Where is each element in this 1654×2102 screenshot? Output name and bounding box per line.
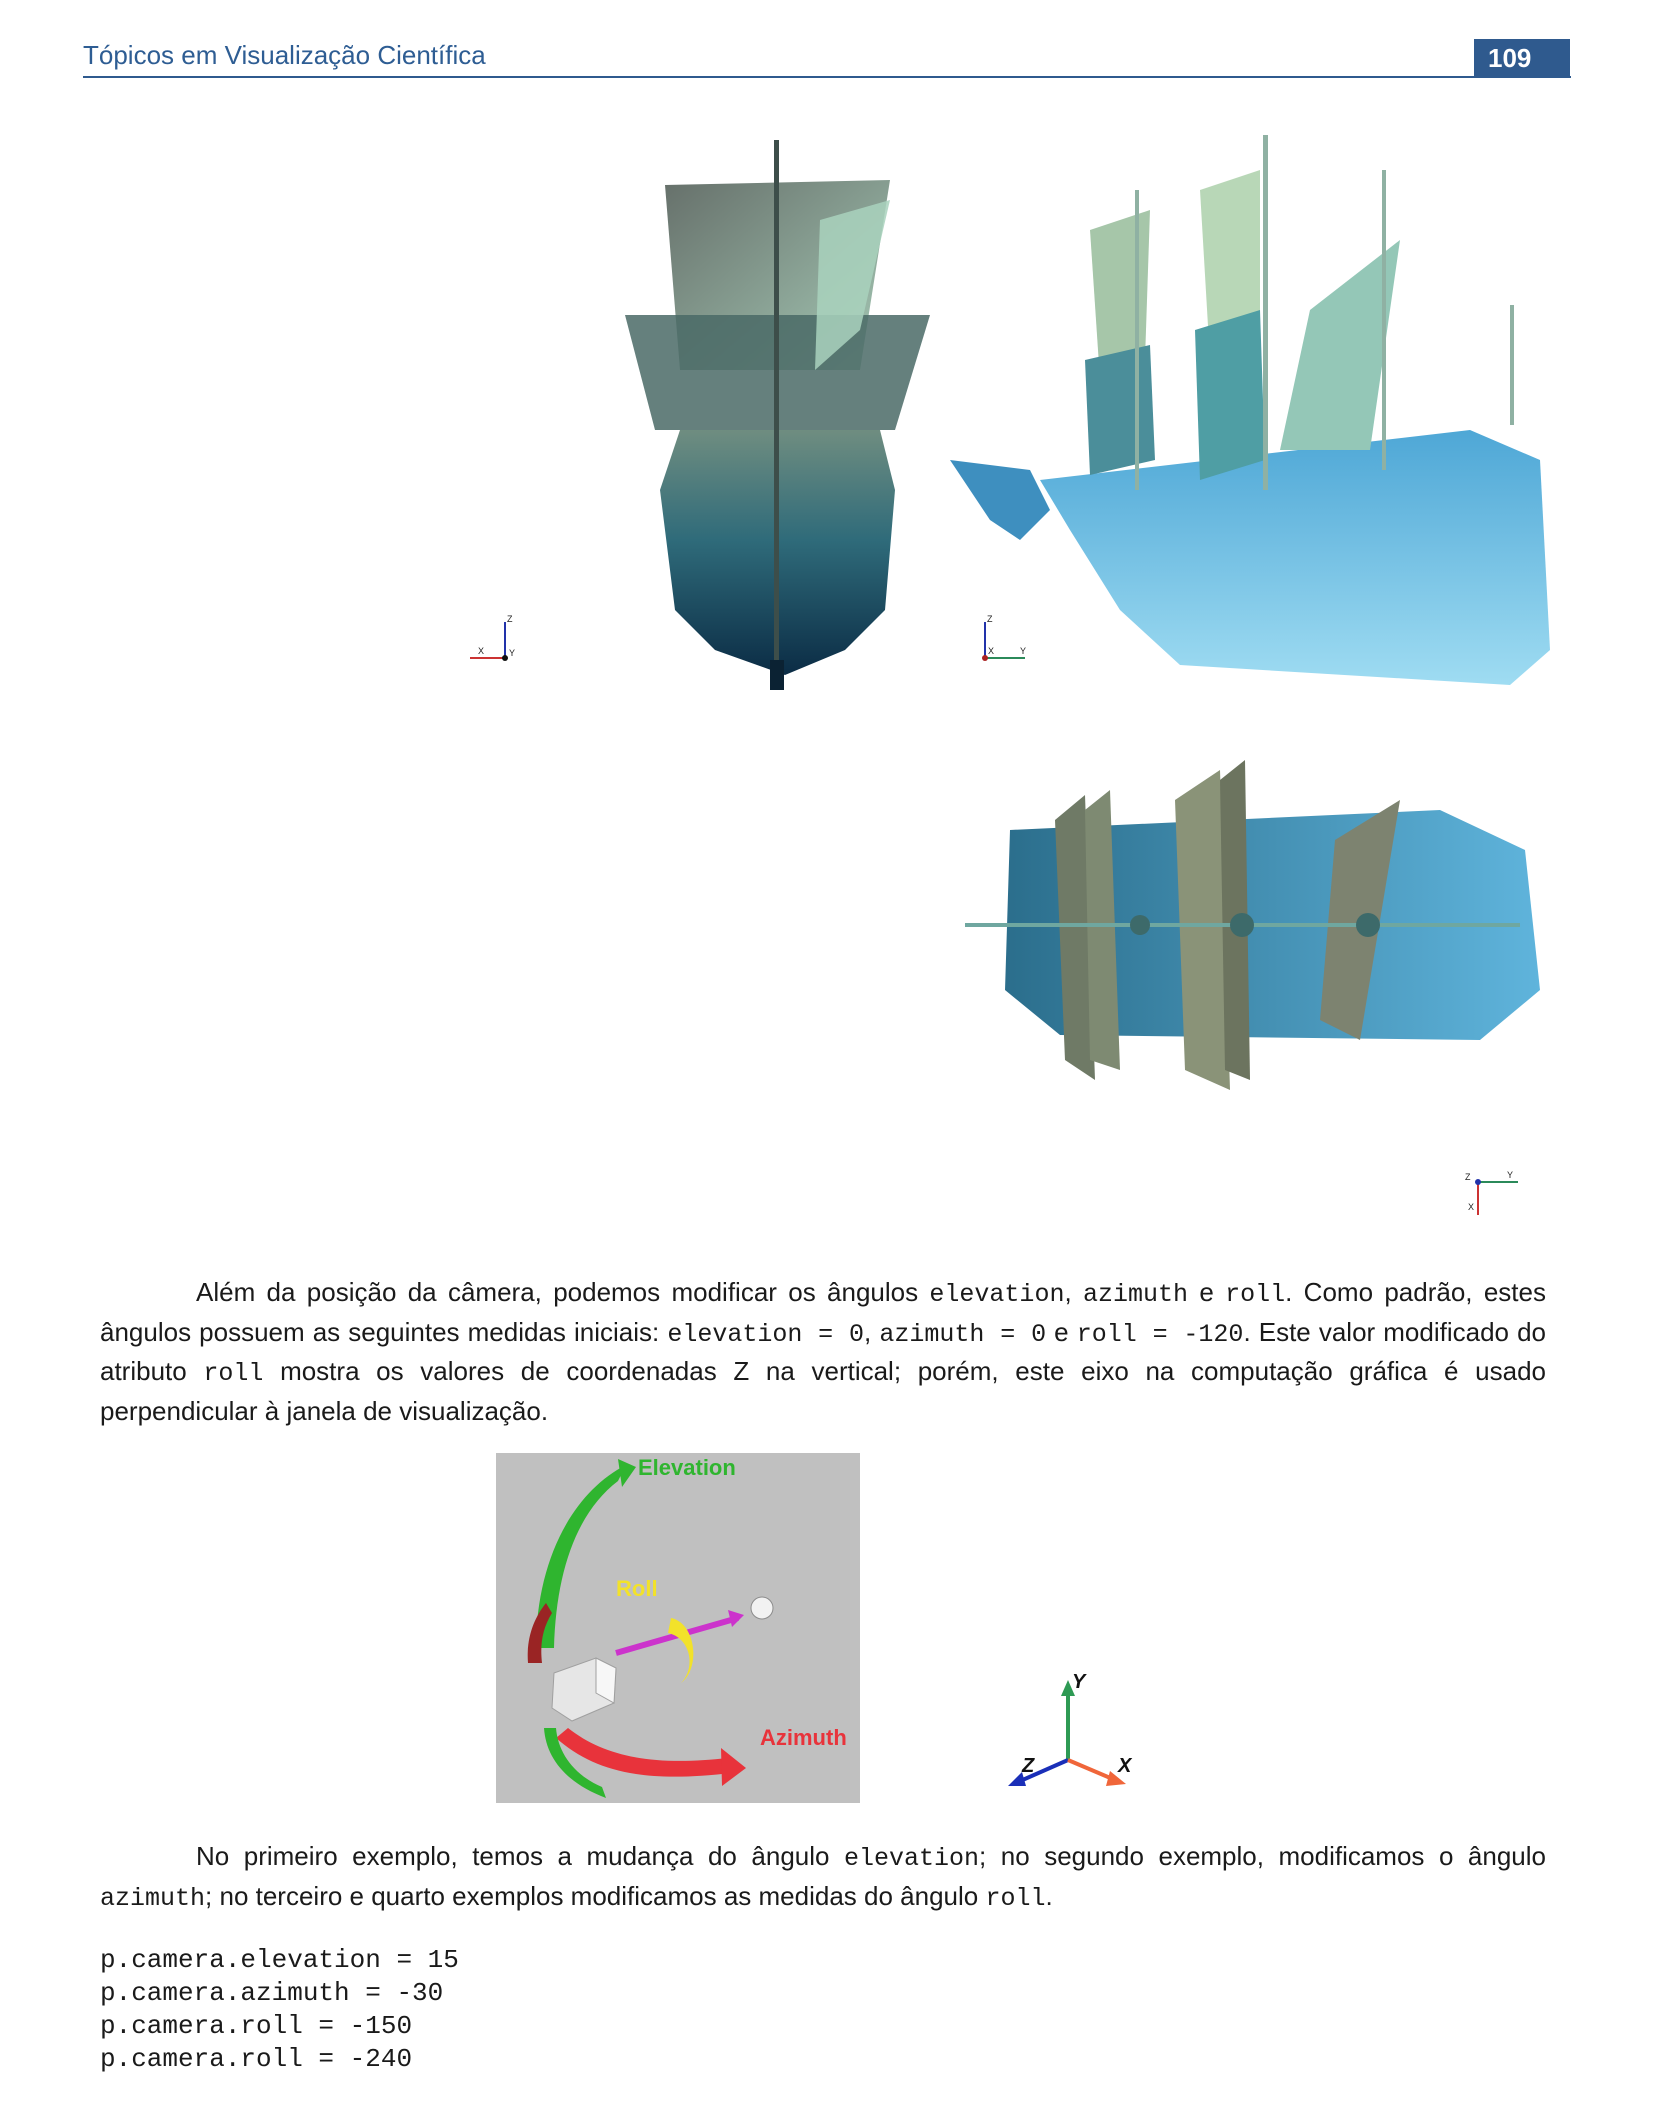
text-run: Além da posição da câmera, podemos modif… <box>196 1277 930 1307</box>
roll-arrow <box>668 1618 694 1683</box>
elevation-label: Elevation <box>638 1455 736 1480</box>
paragraph-examples: No primeiro exemplo, temos a mudança do … <box>100 1838 1546 1917</box>
text-run: . Como padrão, estes ângulos possuem as … <box>100 1277 1546 1347</box>
ship-top-view <box>965 760 1540 1090</box>
ship-side-view <box>950 135 1550 685</box>
paragraph-camera-angles: Além da posição da câmera, podemos modif… <box>100 1274 1546 1430</box>
elevation-lower-arc <box>544 1728 606 1798</box>
inline-code: azimuth = 0 <box>879 1319 1047 1349</box>
azimuth-back-arc <box>527 1603 552 1663</box>
inline-code: elevation = 0 <box>667 1319 865 1349</box>
axes-gizmo-top: Z Y X <box>1465 1170 1518 1215</box>
inline-code: roll <box>985 1883 1046 1913</box>
text-run: e <box>1188 1277 1226 1307</box>
inline-code: azimuth <box>1083 1280 1189 1309</box>
elevation-arrow <box>536 1465 626 1648</box>
inline-code: roll <box>203 1359 264 1388</box>
ship-front-view <box>625 140 930 690</box>
axis-label-y: Y <box>1507 1170 1513 1180</box>
axis-label-z: Z <box>507 614 513 624</box>
z-axis-label: Z <box>1021 1755 1035 1777</box>
code-line: p.camera.azimuth = -30 <box>100 1978 444 2008</box>
axis-label-x: X <box>988 646 994 656</box>
azimuth-arrow <box>556 1728 731 1777</box>
x-axis-line <box>1067 1758 1116 1782</box>
inline-code: elevation <box>844 1844 980 1873</box>
text-run: e <box>1046 1316 1077 1347</box>
axis-label-z: Z <box>987 614 993 624</box>
z-axis-line <box>1017 1758 1069 1784</box>
axes-gizmo-front: Z X Y <box>470 614 515 661</box>
roll-label: Roll <box>616 1576 658 1601</box>
x-axis-arrowhead <box>1106 1771 1126 1786</box>
inline-code: elevation <box>929 1280 1065 1309</box>
text-run: ; no terceiro e quarto exemplos modifica… <box>205 1880 986 1911</box>
elevation-arrowhead <box>618 1459 636 1487</box>
text-run: , <box>1064 1277 1083 1307</box>
axes-gizmo-side: Z X Y <box>982 614 1026 661</box>
inline-code: roll <box>1225 1280 1286 1309</box>
text-run: No primeiro exemplo, temos a mudança do … <box>196 1841 844 1871</box>
text-run: ; no segundo exemplo, modificamos o ângu… <box>979 1841 1546 1871</box>
axis-label-x: X <box>1468 1202 1474 1212</box>
code-line: p.camera.roll = -150 <box>100 2011 413 2041</box>
azimuth-label: Azimuth <box>760 1725 847 1750</box>
axis-label-z: Z <box>1465 1172 1471 1182</box>
axis-label-y: Y <box>509 648 515 658</box>
text-run: , <box>864 1316 880 1347</box>
inline-code: azimuth <box>100 1883 206 1913</box>
z-axis-arrowhead <box>1008 1772 1026 1786</box>
text-run: mostra os valores de coordenadas Z na ve… <box>100 1356 1547 1426</box>
view-direction-arrowhead <box>728 1610 744 1627</box>
focal-point-sphere <box>750 1596 774 1620</box>
code-line: p.camera.roll = -240 <box>100 2044 413 2074</box>
text-run: . <box>1045 1880 1053 1911</box>
text-run: . Este valor modificado do atributo <box>100 1316 1546 1387</box>
running-header-title: Tópicos em Visualização Científica <box>83 40 486 70</box>
xyz-axes-diagram: Y Z X <box>1008 1671 1133 1786</box>
azimuth-arrowhead <box>721 1748 746 1786</box>
page-number: 109 <box>1474 39 1570 77</box>
camera-angles-diagram: Elevation Roll Azimuth <box>496 1453 860 1803</box>
axis-label-x: X <box>478 646 484 656</box>
code-block: p.camera.elevation = 15 p.camera.azimuth… <box>100 1944 459 2076</box>
header-rule <box>83 76 1571 78</box>
code-line: p.camera.elevation = 15 <box>100 1945 459 1975</box>
axis-label-y: Y <box>1020 646 1026 656</box>
camera-lens-icon <box>595 1657 617 1704</box>
x-axis-label: X <box>1117 1755 1133 1777</box>
inline-code: roll = -120 <box>1076 1319 1244 1349</box>
y-axis-label: Y <box>1072 1671 1087 1693</box>
y-axis-arrowhead <box>1061 1680 1075 1696</box>
